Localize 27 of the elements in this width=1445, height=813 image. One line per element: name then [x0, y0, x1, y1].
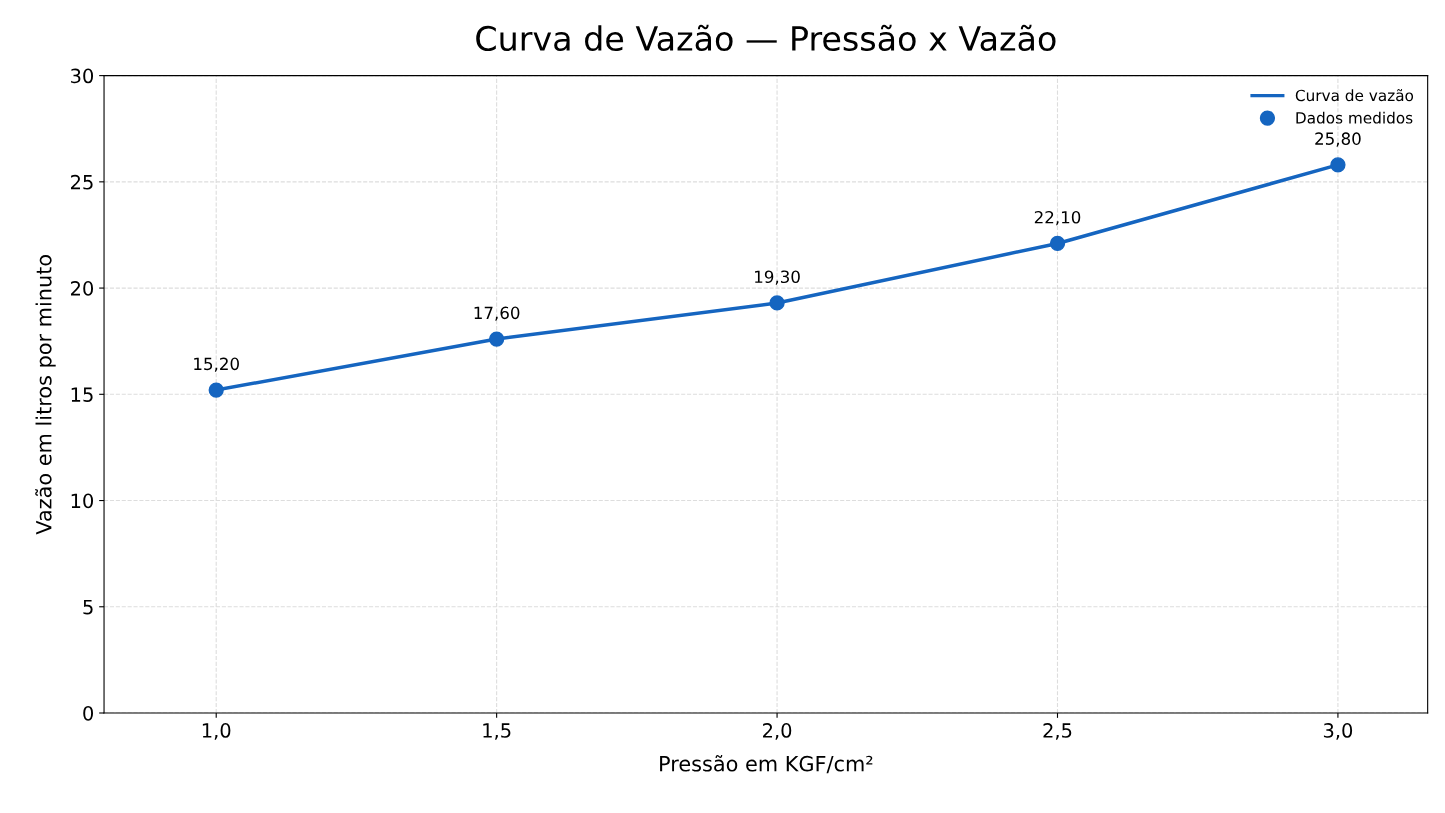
x-axis-title: Pressão em KGF/cm²: [660, 755, 873, 774]
point: [488, 331, 505, 347]
x-tick-label: 2,5: [1043, 723, 1072, 740]
data-label: 19,30: [755, 270, 800, 285]
y-tick-label: 25: [71, 174, 93, 190]
y-tick-label: 0: [83, 705, 94, 721]
x-tick-label: 1,0: [202, 723, 231, 740]
y-axis-title: Vazão em litros por minuto: [35, 255, 56, 535]
x-tick-label: 3,0: [1323, 723, 1353, 740]
legend-label: Dados medidos: [1296, 111, 1413, 124]
point: [208, 382, 224, 398]
data-label: 22,10: [1034, 210, 1081, 226]
point: [1330, 157, 1346, 173]
x-tick-label: 1,5: [483, 723, 511, 740]
point: [769, 295, 785, 311]
legend-label: Curva de vazão: [1295, 89, 1414, 102]
x-tick-label: 2,0: [763, 723, 792, 740]
y-tick-label: 15: [71, 387, 93, 402]
data-label: 15,20: [194, 357, 239, 372]
point: [1049, 235, 1066, 252]
y-tick-label: 20: [71, 281, 94, 296]
data-label: 25,80: [1315, 132, 1361, 147]
y-tick-label: 5: [83, 599, 93, 615]
y-tick-label: 10: [71, 493, 94, 509]
y-tick-label: 30: [71, 68, 94, 84]
data-label: 17,60: [474, 306, 520, 321]
chart-title: Curva de Vazão — Pressão x Vazão: [476, 24, 1056, 52]
